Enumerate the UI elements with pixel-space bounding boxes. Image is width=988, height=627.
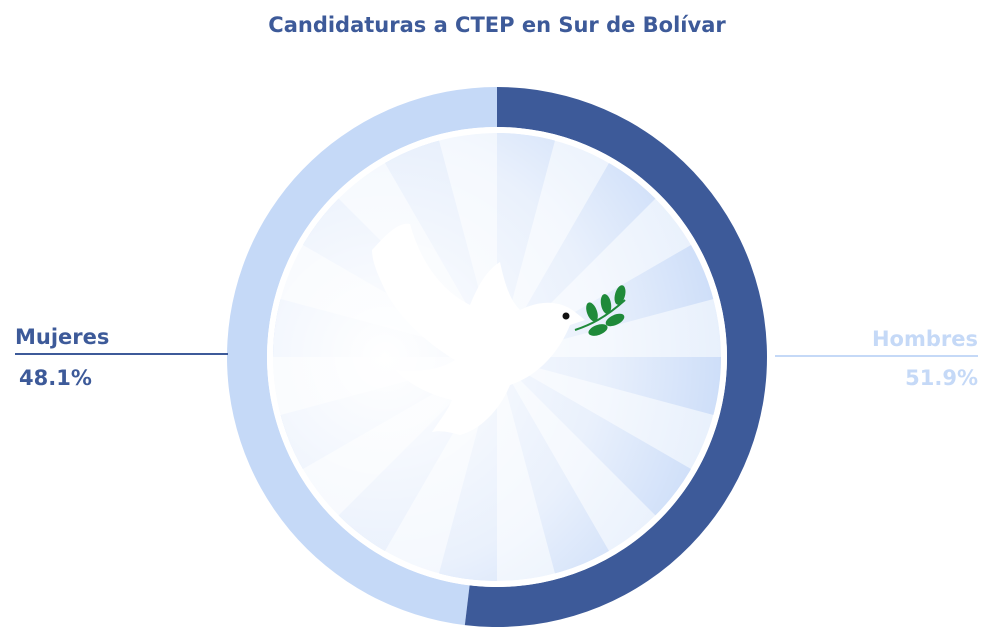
value-label: 51.9%	[905, 366, 978, 390]
chart: Candidaturas a CTEP en Sur de Bolívar Mu…	[0, 0, 988, 627]
legend-label: Mujeres	[15, 325, 109, 349]
chart-title: Candidaturas a CTEP en Sur de Bolívar	[268, 13, 726, 37]
value-label: 48.1%	[19, 366, 92, 390]
legend-label: Hombres	[872, 327, 978, 351]
